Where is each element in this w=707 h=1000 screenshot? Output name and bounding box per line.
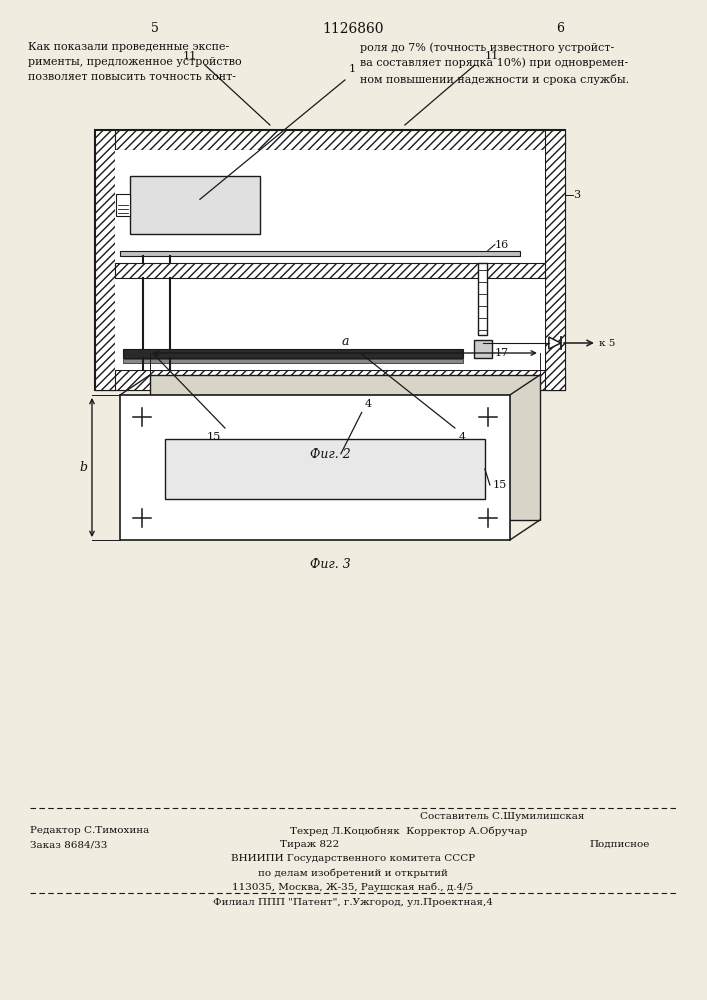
Text: по делам изобретений и открытий: по делам изобретений и открытий: [258, 868, 448, 878]
Text: Заказ 8684/33: Заказ 8684/33: [30, 840, 107, 849]
Bar: [95, 130, 565, 390]
Bar: [479, 263, 487, 335]
Bar: [130, 176, 260, 234]
Text: 6: 6: [556, 22, 564, 35]
Text: роля до 7% (точность известного устройст-
ва составляет порядка 10%) при одновре: роля до 7% (точность известного устройст…: [360, 42, 629, 85]
Bar: [545, 130, 565, 390]
Text: ВНИИПИ Государственного комитета СССР: ВНИИПИ Государственного комитета СССР: [231, 854, 475, 863]
Text: b: b: [79, 461, 87, 474]
Text: 15: 15: [493, 480, 507, 490]
Bar: [165, 438, 485, 499]
Text: 113035, Москва, Ж-35, Раушская наб., д.4/5: 113035, Москва, Ж-35, Раушская наб., д.4…: [233, 882, 474, 892]
Bar: [95, 130, 565, 150]
Text: 15: 15: [207, 432, 221, 442]
Text: Филиал ППП "Патент", г.Ужгород, ул.Проектная,4: Филиал ППП "Патент", г.Ужгород, ул.Проек…: [213, 898, 493, 907]
Bar: [120, 395, 510, 540]
Text: 11: 11: [182, 51, 197, 61]
Bar: [115, 263, 545, 278]
Text: Тираж 822: Тираж 822: [280, 840, 339, 849]
Polygon shape: [150, 375, 540, 520]
Bar: [116, 194, 130, 216]
Text: Фиг. 3: Фиг. 3: [310, 558, 350, 571]
Text: 1126860: 1126860: [322, 22, 384, 36]
Text: 3: 3: [573, 190, 580, 200]
Bar: [120, 251, 520, 256]
Text: 4: 4: [365, 399, 372, 409]
Bar: [95, 370, 565, 390]
Text: 16: 16: [495, 240, 509, 250]
Text: Редактор С.Тимохина: Редактор С.Тимохина: [30, 826, 149, 835]
Polygon shape: [549, 337, 561, 349]
Text: Составитель С.Шумилишская: Составитель С.Шумилишская: [420, 812, 584, 821]
Bar: [123, 359, 463, 363]
Text: к 5: к 5: [599, 338, 615, 348]
Bar: [123, 349, 463, 358]
Text: 5: 5: [151, 22, 159, 35]
Text: 1: 1: [349, 64, 356, 74]
Text: 11: 11: [485, 51, 499, 61]
Bar: [95, 130, 115, 390]
Text: Фиг. 2: Фиг. 2: [310, 448, 350, 461]
Text: Подписное: Подписное: [590, 840, 650, 849]
Text: Как показали проведенные экспе-
рименты, предложенное устройство
позволяет повыс: Как показали проведенные экспе- рименты,…: [28, 42, 242, 82]
Text: a: a: [341, 335, 349, 348]
Bar: [115, 150, 545, 370]
Text: 4: 4: [459, 432, 466, 442]
Bar: [474, 340, 492, 358]
Text: 17: 17: [495, 348, 509, 358]
Text: Техред Л.Коцюбняк  Корректор А.Обручар: Техред Л.Коцюбняк Корректор А.Обручар: [290, 826, 527, 836]
